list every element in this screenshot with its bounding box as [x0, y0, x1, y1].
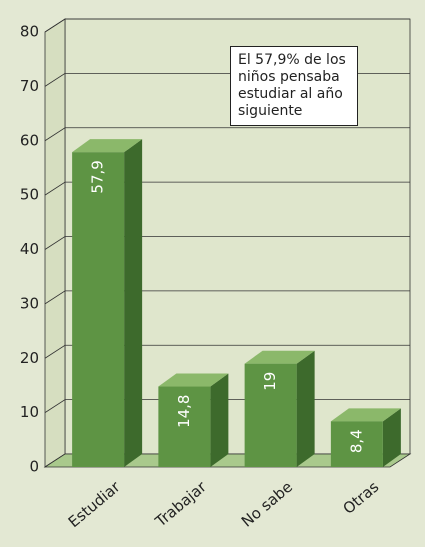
bar-side [296, 350, 315, 467]
y-tick-label: 0 [29, 458, 39, 476]
grid-line [44, 236, 410, 250]
bar [330, 421, 383, 467]
bar-side [210, 373, 229, 467]
bar-top [330, 408, 401, 422]
y-tick-label: 20 [20, 349, 39, 367]
y-tick-label: 40 [20, 240, 39, 258]
bar-side [124, 139, 143, 467]
x-tick-label: Trabajar [151, 477, 210, 531]
bar [72, 152, 125, 467]
y-tick-label: 50 [20, 186, 39, 204]
grid-line [44, 127, 410, 142]
grid-line [44, 181, 410, 196]
grid-line [44, 290, 410, 305]
value-label: 57,9 [89, 160, 107, 193]
grid-line [44, 344, 410, 359]
value-label: 14,8 [175, 395, 193, 428]
bar-side [382, 408, 401, 467]
y-tick-label: 10 [20, 403, 39, 421]
bar [244, 363, 297, 467]
bar-top [72, 139, 143, 153]
x-tick-label: No sabe [238, 478, 296, 531]
y-tick-label: 60 [20, 131, 39, 149]
annotation: El 57,9% de los niños pensaba estudiar a… [230, 46, 358, 126]
y-tick-label: 70 [20, 77, 39, 95]
bar-top [244, 350, 315, 364]
x-tick-label: Otras [339, 478, 382, 518]
y-tick-label: 30 [20, 294, 39, 312]
value-label: 8,4 [347, 429, 365, 453]
y-tick-label: 80 [20, 23, 39, 41]
bar-top [158, 373, 229, 387]
x-tick-label: Estudiar [65, 477, 124, 531]
bar [158, 386, 211, 467]
grid-line [44, 18, 410, 33]
value-label: 19 [261, 372, 279, 391]
